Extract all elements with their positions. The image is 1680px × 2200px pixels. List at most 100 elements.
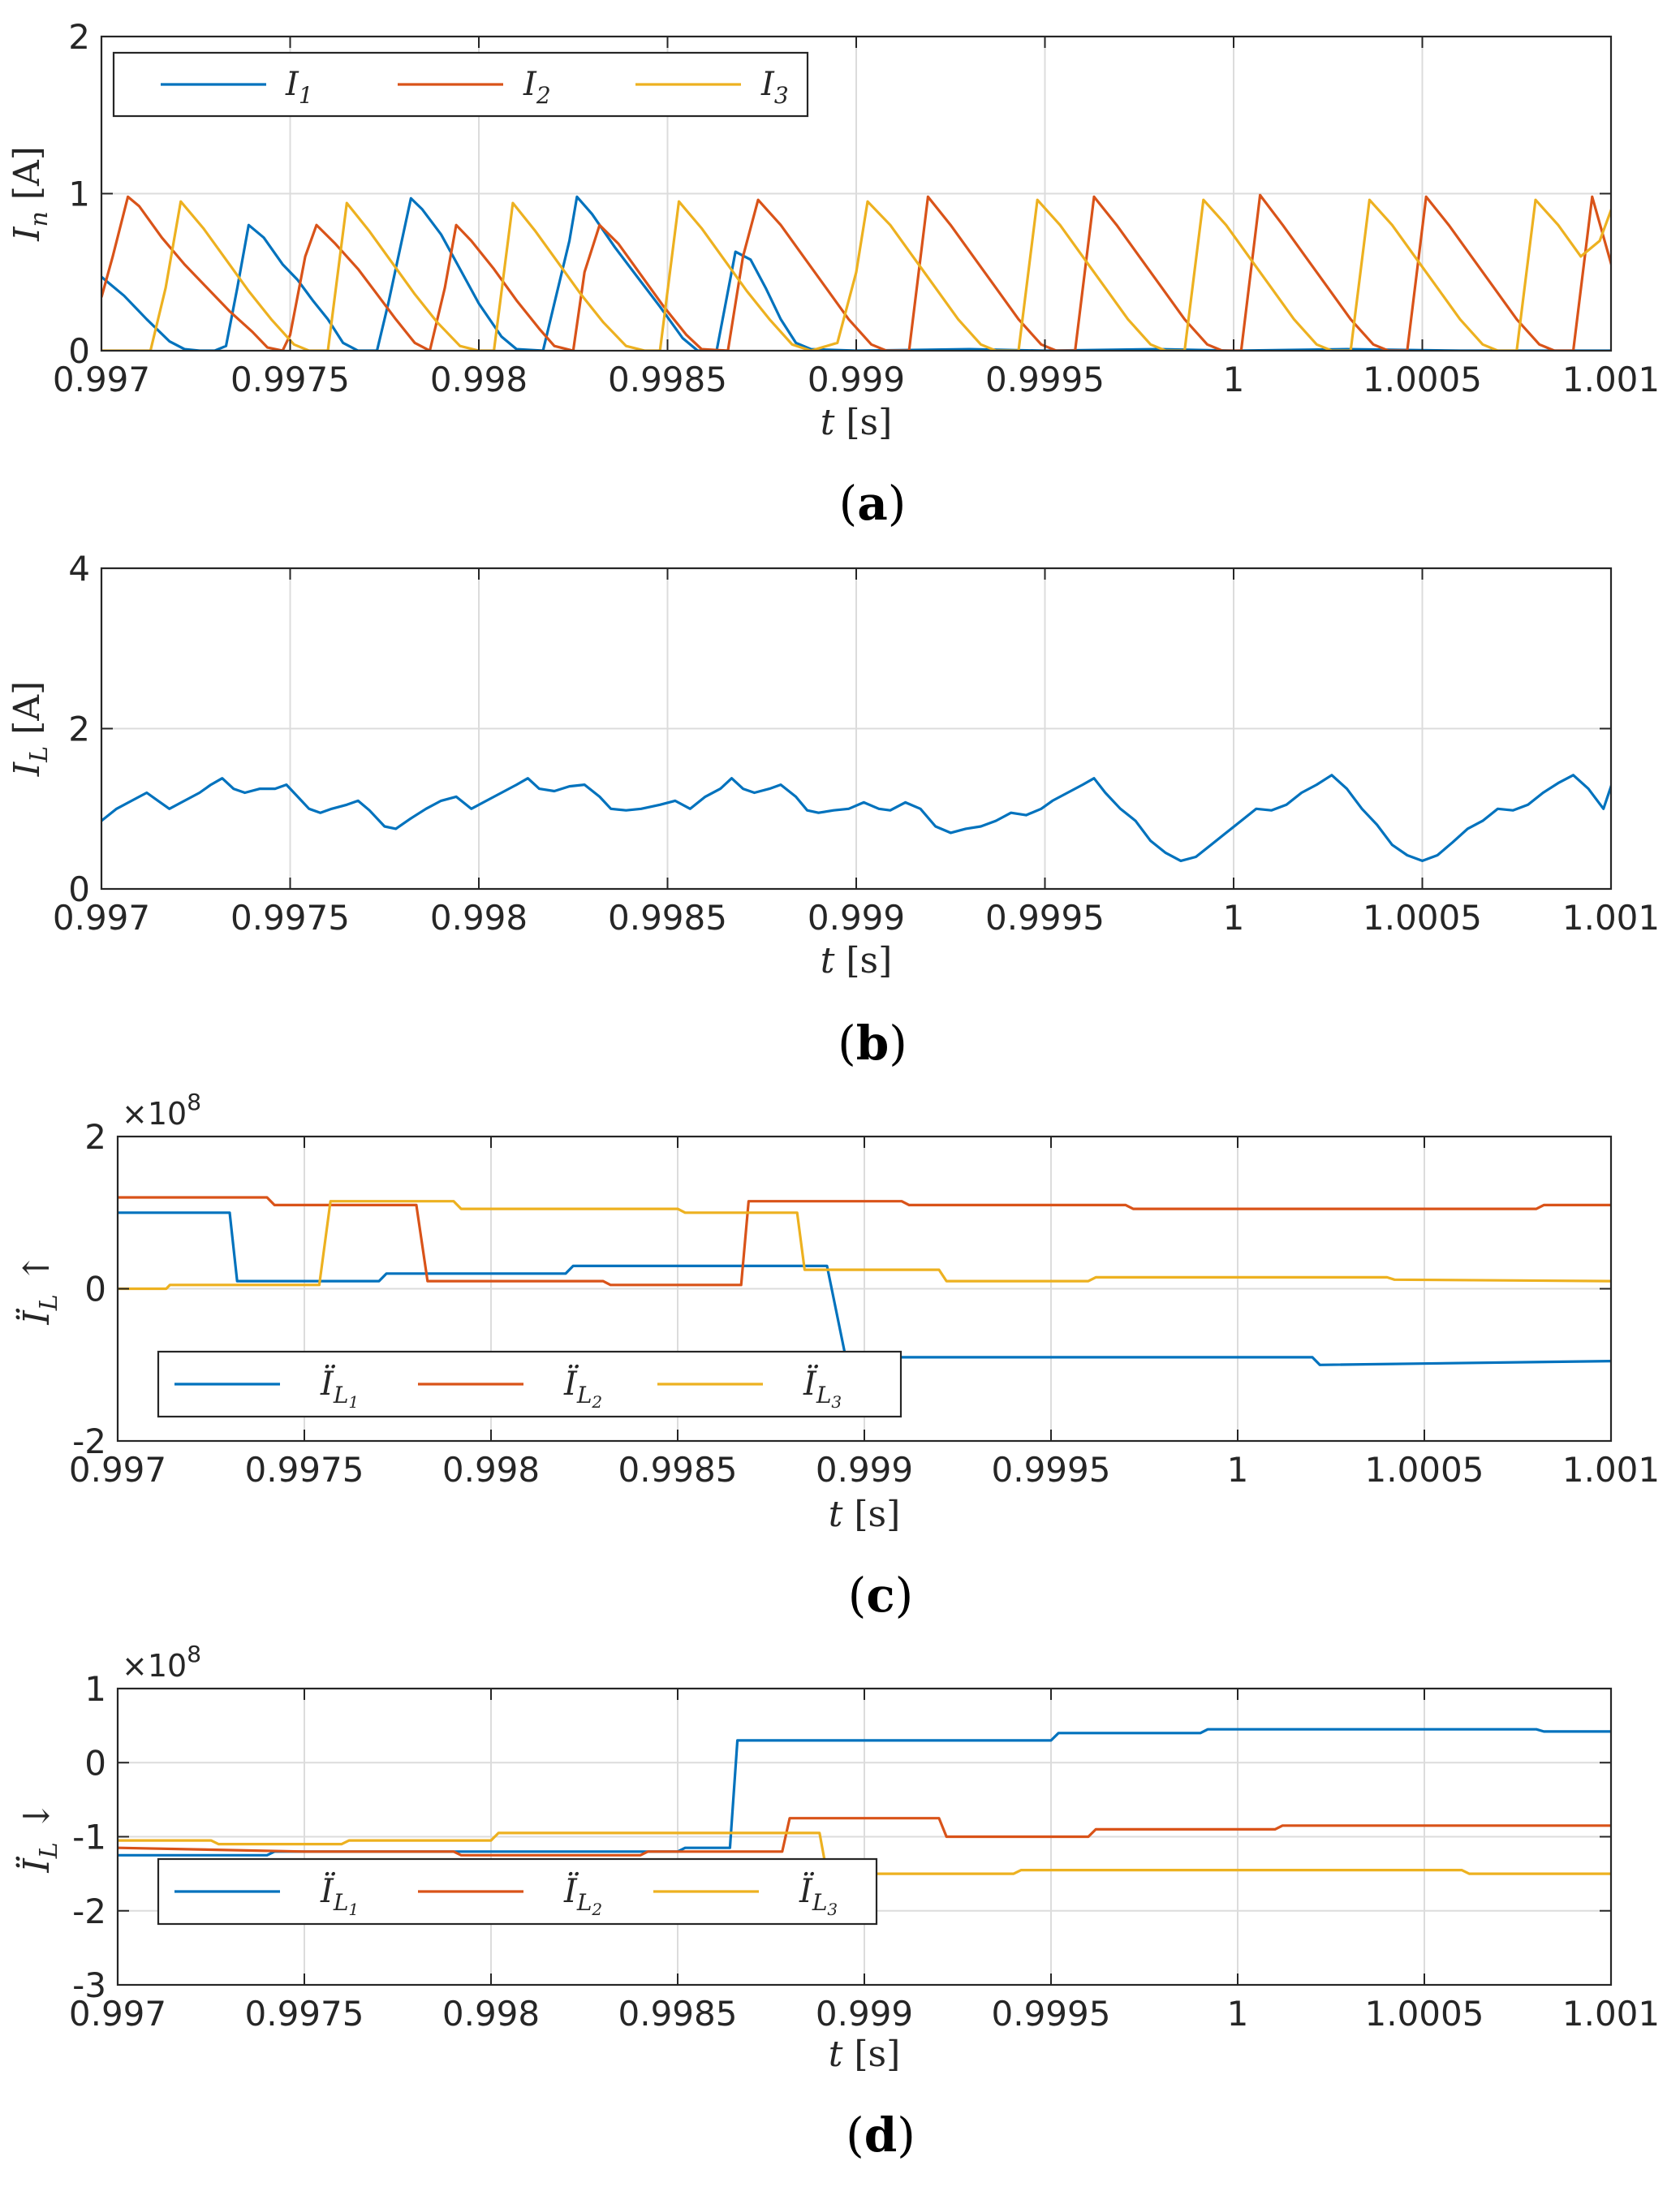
x-tick-label: 0.999 — [816, 1994, 913, 2034]
y-tick-label: -1 — [72, 1818, 106, 1857]
ticks: 0.997 0.9975 0.998 0.9985 0.999 0.9995 1 1.0005… — [53, 549, 1660, 938]
legend-label-1: ÏL1 — [320, 1365, 359, 1412]
x-tick-label: 0.9975 — [230, 898, 350, 938]
y-tick-label: 0 — [68, 869, 90, 909]
x-tick-label: 1.001 — [1562, 898, 1660, 938]
panel-caption: (b) — [838, 1016, 907, 1071]
legend-label-2: ÏL2 — [563, 1873, 602, 1919]
y-tick-label: 2 — [68, 17, 90, 57]
series-line-2 — [118, 1817, 1611, 1857]
x-tick-label: 0.9985 — [618, 1994, 738, 2034]
y-tick-label: 2 — [84, 1117, 106, 1157]
x-tick-label: 0.9985 — [608, 898, 727, 938]
y-tick-label: 1 — [68, 175, 90, 214]
y-axis-label: ÏL ↓ — [15, 1801, 63, 1873]
x-tick-label: 1.001 — [1562, 1994, 1660, 2034]
y-tick-label: -2 — [72, 1421, 106, 1461]
x-tick-label: 0.998 — [430, 898, 528, 938]
x-tick-label: 0.997 — [53, 360, 150, 399]
series-line-3 — [118, 1200, 1611, 1291]
x-tick-label: 0.998 — [442, 1450, 540, 1490]
series-group — [101, 193, 1611, 351]
x-tick-label: 0.997 — [69, 1450, 166, 1490]
legend-label-3: ÏL3 — [803, 1365, 842, 1412]
series-group — [101, 774, 1611, 862]
x-tick-label: 0.9975 — [245, 1450, 364, 1490]
grid — [101, 568, 1611, 889]
x-tick-label: 0.9995 — [985, 898, 1105, 938]
x-tick-label: 0.9995 — [985, 360, 1105, 399]
legend-label-1: I1 — [285, 66, 313, 109]
x-tick-label: 1 — [1227, 1450, 1249, 1490]
legend-label-2: I2 — [523, 66, 551, 109]
legend-label-3: I3 — [760, 66, 789, 109]
grid — [118, 1689, 1611, 1985]
chart-panel-d: 0.997 0.9975 0.998 0.9985 0.999 0.9995 1 1.0005… — [15, 1641, 1660, 2163]
y-tick-label: 1 — [84, 1669, 106, 1709]
x-tick-label: 1.001 — [1562, 1450, 1660, 1490]
x-tick-label: 0.9975 — [245, 1994, 364, 2034]
x-tick-label: 1.0005 — [1365, 1994, 1484, 2034]
x-tick-label: 1.0005 — [1363, 360, 1482, 399]
x-axis-label: t [s] — [829, 1494, 901, 1535]
x-tick-label: 0.997 — [69, 1994, 166, 2034]
y-tick-label: 4 — [68, 549, 90, 589]
series-line-1 — [101, 195, 1611, 351]
x-tick-label: 0.9995 — [992, 1450, 1111, 1490]
chart-panel-b: 0.997 0.9975 0.998 0.9985 0.999 0.9995 1 1.0005… — [6, 549, 1660, 1071]
chart-panel-c: 0.997 0.9975 0.998 0.9985 0.999 0.9995 1 1.0005… — [15, 1089, 1660, 1623]
y-tick-label: -3 — [72, 1965, 106, 2005]
x-tick-label: 0.9975 — [230, 360, 350, 399]
y-axis-label: In [A] — [6, 146, 54, 242]
exponent-label: ×108 — [122, 1641, 201, 1684]
x-axis-label: t [s] — [821, 402, 893, 443]
legend-box — [157, 1350, 902, 1418]
ticks: 0.997 0.9975 0.998 0.9985 0.999 0.9995 1 1.0005… — [69, 1669, 1660, 2034]
x-tick-label: 0.998 — [442, 1994, 540, 2034]
panel-caption: (a) — [839, 476, 907, 531]
legend-label-1: ÏL1 — [320, 1873, 359, 1919]
series-line-3 — [118, 1831, 1611, 1875]
x-tick-label: 0.9985 — [618, 1450, 738, 1490]
x-tick-label: 1 — [1223, 898, 1245, 938]
legend: I1 I2 I3 — [112, 51, 809, 118]
x-tick-label: 0.9985 — [608, 360, 727, 399]
x-tick-label: 0.999 — [816, 1450, 913, 1490]
x-tick-label: 1 — [1223, 360, 1245, 399]
x-tick-label: 0.997 — [53, 898, 150, 938]
y-tick-label: 2 — [68, 710, 90, 749]
x-tick-label: 0.9995 — [992, 1994, 1111, 2034]
x-tick-label: 1.0005 — [1363, 898, 1482, 938]
x-tick-label: 1.0005 — [1365, 1450, 1484, 1490]
series-line-2 — [118, 1196, 1611, 1287]
series-line-1 — [101, 774, 1611, 862]
ticks: 0.997 0.9975 0.998 0.9985 0.999 0.9995 1 1.0005… — [53, 17, 1660, 399]
series-line-2 — [101, 193, 1611, 351]
ticks: 0.997 0.9975 0.998 0.9985 0.999 0.9995 1 1.0005… — [69, 1117, 1660, 1490]
exponent-label: ×108 — [122, 1089, 201, 1132]
x-tick-label: 1.001 — [1562, 360, 1660, 399]
panel-caption: (d) — [846, 2107, 915, 2163]
series-group — [118, 1728, 1611, 1875]
series-line-1 — [118, 1211, 1611, 1366]
x-axis-label: t [s] — [829, 2034, 901, 2075]
y-tick-label: 0 — [84, 1270, 106, 1309]
y-tick-label: -2 — [72, 1892, 106, 1931]
series-line-3 — [101, 198, 1611, 351]
x-tick-label: 0.999 — [808, 360, 905, 399]
y-axis-label: IL [A] — [6, 681, 54, 777]
y-axis-label: ÏL ↑ — [15, 1253, 63, 1325]
series-group — [118, 1196, 1611, 1366]
x-axis-label: t [s] — [821, 940, 893, 981]
legend: ÏL1 ÏL2 ÏL3 — [157, 1350, 902, 1418]
y-tick-label: 0 — [84, 1743, 106, 1783]
x-tick-label: 0.998 — [430, 360, 528, 399]
legend: ÏL1 ÏL2 ÏL3 — [157, 1857, 878, 1926]
chart-panel-a: 0.997 0.9975 0.998 0.9985 0.999 0.9995 1 1.0005… — [6, 17, 1660, 531]
legend-label-2: ÏL2 — [563, 1365, 602, 1412]
panel-caption: (c) — [848, 1568, 914, 1623]
y-tick-label: 0 — [68, 331, 90, 371]
x-tick-label: 0.999 — [808, 898, 905, 938]
legend-label-3: ÏL3 — [799, 1873, 838, 1919]
